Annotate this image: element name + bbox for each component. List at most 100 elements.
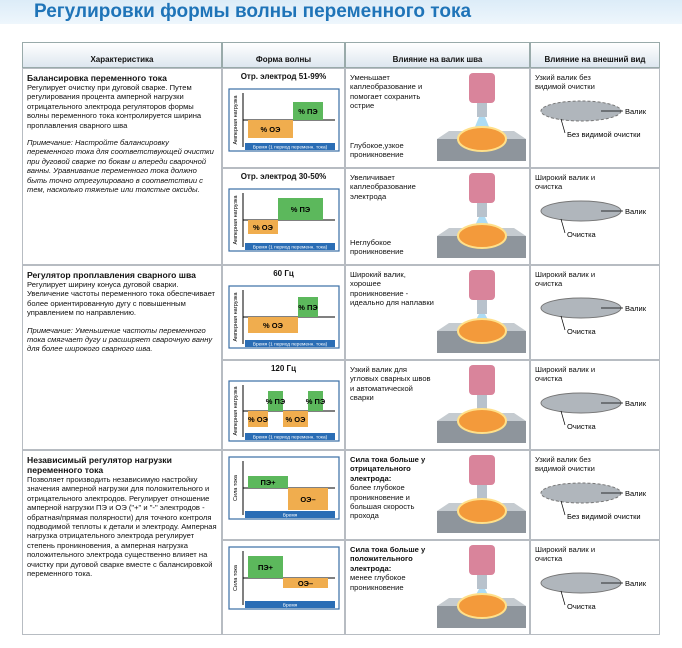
- nozzle: [477, 203, 487, 217]
- section-note: Примечание: Уменьшение частоты переменно…: [27, 325, 213, 354]
- bead-text: Увеличивает каплеобразование электрода: [350, 173, 436, 201]
- waveform-cell: Отр. электрод 30-50% Амперная нагрузка % П…: [222, 168, 345, 265]
- wave-bar: [248, 476, 288, 488]
- drawing: [437, 455, 526, 533]
- bead-effect: Узкий валик для угловых сварных швов и а…: [350, 365, 431, 403]
- bead-cell: Сила тока больше у положительного электр…: [345, 540, 530, 635]
- wave-bar: [283, 578, 328, 588]
- drawing: Валик Очистка: [540, 392, 647, 431]
- wave-bar: [248, 411, 268, 427]
- wave-bar: [248, 220, 278, 234]
- appearance-cell: Узкий валик без видимой очистки Валик Без …: [530, 68, 660, 168]
- bead-effect: более глубокое проникновение и большая с…: [350, 483, 415, 521]
- bead-cell: Увеличивает каплеобразование электрода Не…: [345, 168, 530, 265]
- nozzle: [477, 485, 487, 499]
- waveform-cell: 120 Гц Амперная нагрузка% ПЭ% ПЭ% ОЭ% ОЭ В…: [222, 360, 345, 450]
- wave-bar: [288, 488, 328, 510]
- bead-effect: менее глубокое проникновение: [350, 573, 406, 592]
- appearance-cell: Широкий валик и очистка Валик Очистка: [530, 265, 660, 360]
- bead-text: Узкий валик для угловых сварных швов и а…: [350, 365, 436, 403]
- callout-label: Валик: [625, 489, 647, 498]
- drawing: Амперная нагрузка % ПЭ % ОЭ Время (1 период…: [228, 188, 340, 252]
- callout-label: Без видимой очистки: [567, 512, 641, 521]
- x-axis-strip: [245, 511, 335, 518]
- wave-label: % ПЭ: [298, 303, 318, 312]
- characteristic-cell: Независимый регулятор нагрузки переменно…: [22, 450, 222, 635]
- wave-label: % ОЭ: [286, 415, 307, 424]
- nozzle: [477, 575, 487, 589]
- bead-text: Сила тока больше у положительного электр…: [350, 545, 436, 592]
- appearance-cell: Широкий валик и очистка Валик Очистка: [530, 540, 660, 635]
- section-title: Регулятор проплавления сварного шва: [27, 270, 196, 280]
- nozzle: [477, 103, 487, 117]
- bead-text: Широкий валик, хорошее проникновение - и…: [350, 270, 436, 308]
- bead-effect: Увеличивает каплеобразование электрода: [350, 173, 416, 201]
- appearance-text: Широкий валик и очистка: [535, 545, 596, 564]
- waveform-cell: Отр. электрод 51-99% Амперная нагрузка % П…: [222, 68, 345, 168]
- drawing: [437, 173, 526, 258]
- nozzle: [477, 300, 487, 314]
- bead-cell: Уменьшает каплеобразование и помогает со…: [345, 68, 530, 168]
- column-header: Форма волны: [222, 42, 345, 68]
- drawing: Амперная нагрузка % ПЭ % ОЭ Время (1 период…: [228, 88, 340, 152]
- wave-bar: [248, 317, 298, 333]
- appearance-text: Широкий валик и очистка: [535, 365, 596, 384]
- y-axis-label: Амперная нагрузка: [233, 386, 239, 436]
- callout-line: [560, 410, 566, 426]
- wave-bar: [298, 297, 318, 317]
- callout-label: Валик: [625, 207, 647, 216]
- waveform-title: Отр. электрод 51-99%: [240, 72, 327, 81]
- bead-cell: Узкий валик для угловых сварных швов и а…: [345, 360, 530, 450]
- appearance-text: Широкий валик и очистка: [535, 270, 596, 289]
- wave-label: ПЭ+: [260, 478, 276, 487]
- wave-label: % ПЭ: [306, 397, 326, 406]
- bead-text: Сила тока больше у отрицательного электр…: [350, 455, 436, 521]
- y-axis-label: Сила тока: [233, 564, 239, 591]
- bead-penetration: Глубокое,узкое проникновение: [350, 141, 404, 160]
- callout-line: [560, 218, 566, 234]
- x-axis-label: Время: [283, 513, 298, 519]
- bead-heading: Сила тока больше у положительного электр…: [350, 545, 426, 573]
- callout-label: Валик: [625, 304, 647, 313]
- drawing: [437, 270, 526, 353]
- electrode: [469, 173, 495, 203]
- weld-pool: [457, 223, 507, 249]
- x-axis-label: Время (1 период переменн. тока): [253, 145, 328, 151]
- callout-line: [560, 118, 566, 134]
- appearance-cell: Широкий валик и очистка Валик Очистка: [530, 360, 660, 450]
- wave-bar: [268, 391, 283, 411]
- column-header: Влияние на валик шва: [345, 42, 530, 68]
- drawing: Валик Очистка: [540, 200, 647, 239]
- column-header: Характеристика: [22, 42, 222, 68]
- callout-line: [560, 315, 566, 331]
- y-axis-label: Амперная нагрузка: [233, 195, 239, 245]
- wave-label: % ОЭ: [253, 223, 274, 232]
- section-description: Позволяет производить независимую настро…: [27, 475, 217, 579]
- x-axis-strip: [245, 143, 335, 150]
- appearance-cell: Широкий валик и очистка Валик Очистка: [530, 168, 660, 265]
- appearance-text: Широкий валик и очистка: [535, 173, 596, 192]
- wave-bar: [293, 102, 323, 120]
- section-title: Балансировка переменного тока: [27, 73, 167, 83]
- appearance-text: Узкий валик без видимой очистки: [535, 73, 595, 92]
- wave-label: % ПЭ: [298, 107, 318, 116]
- wave-label: % ПЭ: [291, 205, 311, 214]
- drawing: Валик Очистка: [540, 572, 647, 611]
- drawing: Сила тока ПЭ+ ОЭ– Время: [228, 456, 340, 520]
- callout-label: Очистка: [567, 422, 597, 431]
- wave-bar: [248, 556, 283, 578]
- drawing: Валик Без видимой очистки: [540, 100, 647, 139]
- section-description: Регулирует ширину конуса дуговой сварки.…: [27, 280, 216, 318]
- waveform-title: Отр. электрод 30-50%: [240, 172, 327, 181]
- waveform-cell: Сила тока ПЭ+ ОЭ– Время: [222, 540, 345, 635]
- x-axis-strip: [245, 433, 335, 440]
- waveform-title: 120 Гц: [270, 364, 297, 373]
- bead-cell: Широкий валик, хорошее проникновение - и…: [345, 265, 530, 360]
- wave-label: % ОЭ: [261, 125, 282, 134]
- callout-label: Валик: [625, 107, 647, 116]
- wave-label: ПЭ+: [258, 563, 274, 572]
- drawing: Сила тока ПЭ+ ОЭ– Время: [228, 546, 340, 610]
- x-axis-label: Время (1 период переменн. тока): [253, 435, 328, 441]
